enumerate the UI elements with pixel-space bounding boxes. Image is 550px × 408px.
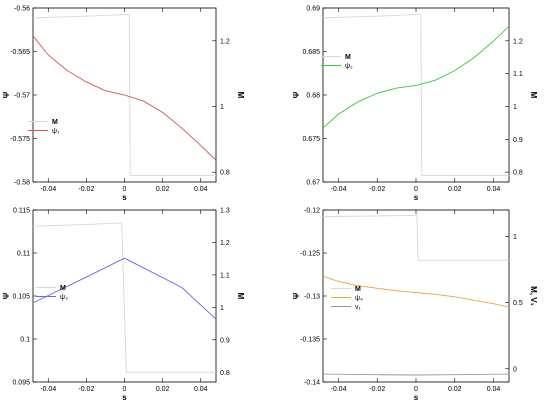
- y-left-tick-label: 0.11: [17, 251, 30, 258]
- y-right-tick-label: 1.2: [220, 240, 230, 247]
- x-tick-label: 0: [123, 186, 127, 193]
- y-left-tick-label: -0.565: [10, 49, 30, 56]
- series-line-1: [32, 14, 216, 176]
- series-line-1: [322, 14, 509, 176]
- y-left-tick-label: -0.58: [14, 180, 30, 187]
- x-tick-label: -0.04: [331, 186, 347, 193]
- y-right-tick-label: 0.8: [220, 370, 230, 377]
- y-right-tick-label: 1: [513, 104, 517, 111]
- y-left-tick-label: 0.105: [12, 294, 30, 301]
- y-left-axis-label: Ψ: [2, 292, 11, 299]
- y-left-tick-label: 0.675: [302, 136, 320, 143]
- y-left-axis-label: Ψ: [292, 91, 301, 98]
- legend-entry: M: [345, 54, 351, 61]
- y-left-tick-label: -0.12: [304, 208, 320, 215]
- x-tick-label: -0.02: [369, 386, 385, 393]
- y-right-axis-label: M, V₁: [529, 286, 538, 306]
- legend-entry: M: [60, 285, 66, 292]
- x-tick-label: -0.04: [331, 386, 347, 393]
- legend-entry: ψ₂: [345, 63, 353, 70]
- plot-frame: [322, 7, 510, 183]
- y-left-axis-label: Ψ: [292, 292, 301, 299]
- y-right-tick-label: 0.9: [220, 337, 230, 344]
- series-line-2: [322, 275, 510, 308]
- y-right-axis-label: M: [529, 92, 538, 99]
- x-axis-label: s: [122, 393, 127, 402]
- chart-panel-4: -0.04 -0.02 0 0.02 0.04 -0.14 -0.135 -0.13 -0.12…: [292, 208, 538, 403]
- chart-panel-3: -0.04 -0.02 0 0.02 0.04 0.095 0.1 0.105 0.11 0.11…: [2, 208, 245, 403]
- x-tick-label: 0.02: [156, 186, 170, 193]
- x-axis-label: s: [122, 193, 127, 202]
- x-axis-label: s: [414, 393, 419, 402]
- y-left-tick-label: 0.67: [306, 180, 320, 187]
- legend-entry: ψ₃: [60, 294, 68, 301]
- y-right-tick-label: 1: [220, 104, 224, 111]
- y-right-tick-label: 1.1: [513, 71, 523, 78]
- y-right-tick-label: 0.8: [220, 170, 230, 177]
- x-tick-label: 0.04: [194, 386, 208, 393]
- y-left-axis-label: Ψ: [2, 91, 11, 98]
- chart-panel-1: -0.04 -0.02 0 0.02 0.04 -0.58 -0.575 -0.57 -0.56…: [2, 6, 245, 203]
- legend-entry: v₁: [355, 304, 362, 311]
- legend-entry: ψ₁: [52, 128, 60, 135]
- x-tick-label: 0.04: [194, 186, 208, 193]
- y-left-tick-label: -0.575: [10, 136, 30, 143]
- chart-panel-2: -0.04 -0.02 0 0.02 0.04 0.67 0.675 0.68 0.685 0.6…: [292, 6, 538, 203]
- plot-frame: [322, 209, 510, 383]
- x-tick-label: 0.04: [487, 386, 501, 393]
- y-right-axis-label: M: [236, 293, 245, 300]
- x-tick-label: -0.04: [40, 186, 56, 193]
- y-right-tick-label: 1.2: [220, 38, 230, 45]
- series-line-2: [32, 257, 217, 320]
- x-tick-label: 0: [123, 386, 127, 393]
- x-tick-label: 0.04: [487, 186, 501, 193]
- y-right-tick-label: 0.9: [513, 137, 523, 144]
- y-right-axis-label: M: [236, 92, 245, 99]
- x-tick-label: -0.02: [369, 186, 385, 193]
- x-tick-label: -0.04: [40, 386, 56, 393]
- y-left-tick-label: 0.685: [302, 49, 320, 56]
- y-right-tick-label: 1: [220, 305, 224, 312]
- x-axis-label: s: [414, 193, 419, 202]
- series-line-2: [32, 35, 217, 161]
- legend-entry: M: [52, 119, 58, 126]
- y-right-tick-label: 0.5: [513, 300, 523, 307]
- y-left-tick-label: 0.68: [306, 93, 320, 100]
- y-left-tick-label: -0.14: [304, 380, 320, 387]
- legend-entry: M: [355, 286, 361, 293]
- y-right-tick-label: 1: [513, 234, 517, 241]
- series-line-1: [32, 222, 216, 373]
- y-left-tick-label: -0.125: [300, 251, 320, 258]
- series-line-3: [322, 373, 510, 376]
- y-left-tick-label: 0.115: [13, 208, 30, 215]
- x-tick-label: 0: [414, 186, 418, 193]
- x-tick-label: -0.02: [78, 186, 94, 193]
- y-left-tick-label: 0.69: [306, 6, 320, 13]
- legend-entry: ψ₄: [355, 295, 363, 302]
- y-left-tick-label: -0.135: [300, 337, 320, 344]
- y-right-tick-label: 0: [513, 366, 517, 373]
- x-tick-label: 0.02: [448, 186, 462, 193]
- series-line-2: [322, 25, 510, 129]
- y-right-tick-label: 1.2: [513, 38, 523, 45]
- y-right-tick-label: 1.1: [220, 272, 230, 279]
- series-line-1: [322, 214, 509, 261]
- y-left-tick-label: 0.1: [20, 337, 30, 344]
- y-left-tick-label: -0.57: [14, 93, 30, 100]
- x-tick-label: 0.02: [156, 386, 170, 393]
- x-tick-label: 0.02: [448, 386, 462, 393]
- y-left-tick-label: 0.095: [12, 380, 30, 387]
- y-right-tick-label: 0.8: [513, 170, 523, 177]
- x-tick-label: 0: [414, 386, 418, 393]
- y-left-tick-label: -0.56: [14, 6, 30, 13]
- x-tick-label: -0.02: [78, 386, 94, 393]
- y-left-tick-label: -0.13: [304, 294, 320, 301]
- y-right-tick-label: 1.3: [220, 208, 230, 215]
